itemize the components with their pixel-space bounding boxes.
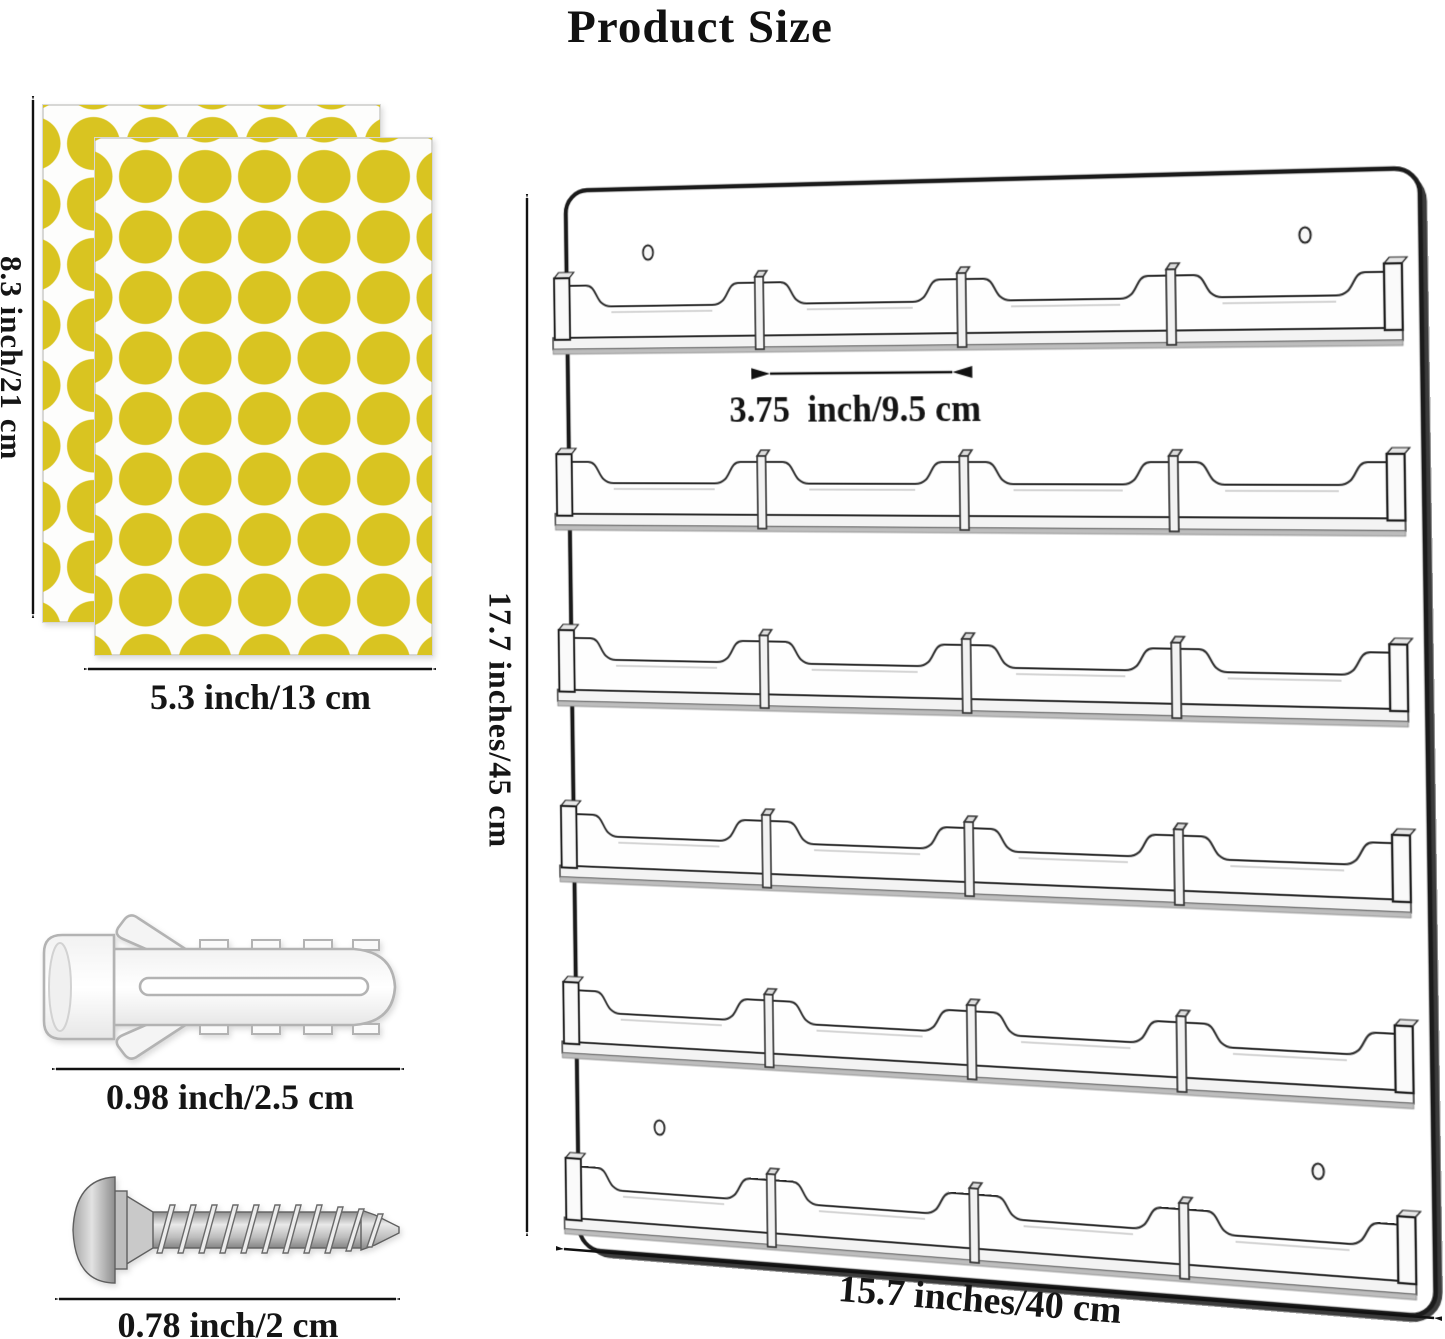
screw-head (72, 1176, 116, 1284)
sticker-height-label: 8.3 inch/21 cm (0, 255, 29, 461)
sticker-height-arrow (26, 96, 39, 618)
anchor-length-label: 0.98 inch/2.5 cm (106, 1077, 354, 1117)
card-holder-panel: 3.75 inch/9.5 cm (546, 164, 1441, 1322)
screw-length-arrow (55, 1293, 400, 1305)
mounting-hole (643, 245, 653, 260)
mounting-hole (654, 1120, 664, 1135)
sticker-width-arrow (84, 663, 436, 675)
screw-threads (156, 1204, 384, 1254)
screw-neck (124, 1193, 154, 1267)
pocket-width-arrow (770, 372, 952, 374)
page-title: Product Size (567, 1, 833, 53)
holder-height-label: 17.7 inches/45 cm (482, 592, 519, 849)
screw-figure (72, 1176, 400, 1284)
holder-width-arrow (556, 1241, 1442, 1326)
mounting-hole (1312, 1163, 1324, 1179)
anchor-collar-opening (48, 942, 72, 1032)
anchor-slot (138, 976, 370, 997)
screw-length-label: 0.78 inch/2 cm (117, 1305, 339, 1339)
pocket-width-label: 3.75 inch/9.5 cm (729, 388, 981, 430)
holder-height-arrow (521, 194, 533, 1236)
sticker-sheet-front (94, 137, 433, 656)
sticker-sheets-figure (42, 104, 433, 656)
mounting-hole (1299, 227, 1311, 243)
anchor-length-arrow (52, 1063, 404, 1075)
wall-anchor-figure (42, 914, 397, 1060)
sticker-width-label: 5.3 inch/13 cm (150, 677, 371, 717)
